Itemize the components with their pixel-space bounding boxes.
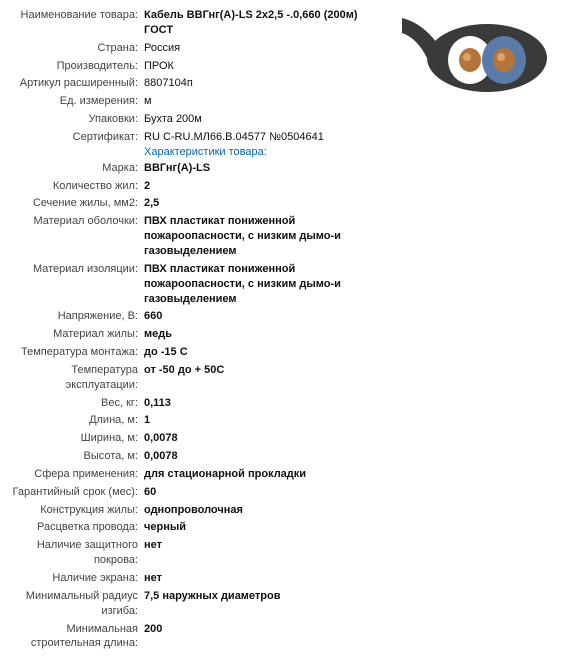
spec-label: Вес, кг: <box>8 396 144 411</box>
spec-value: ПРОК <box>144 59 388 74</box>
spec-row: Марка:ВВГнг(А)-LS <box>8 161 388 176</box>
spec-row: Температура эксплуатации:от -50 до + 50С <box>8 363 388 393</box>
spec-row: Конструкция жилы:однопроволочная <box>8 503 388 518</box>
spec-value: от -50 до + 50С <box>144 363 388 393</box>
spec-value: Кабель ВВГнг(А)-LS 2х2,5 -.0,660 (200м) … <box>144 8 388 38</box>
spec-row: Производитель:ПРОК <box>8 59 388 74</box>
spec-label: Материал оболочки: <box>8 214 144 259</box>
spec-row: Высота, м:0,0078 <box>8 449 388 464</box>
spec-row: Сечение жилы, мм2:2,5 <box>8 196 388 211</box>
spec-value: 200 <box>144 622 388 652</box>
spec-row: Ширина, м:0,0078 <box>8 431 388 446</box>
spec-label: Температура эксплуатации: <box>8 363 144 393</box>
spec-value: м <box>144 94 388 109</box>
spec-label: Минимальный радиус изгиба: <box>8 589 144 619</box>
spec-label: Наименование товара: <box>8 8 144 38</box>
spec-label: Сфера применения: <box>8 467 144 482</box>
spec-value: нет <box>144 538 388 568</box>
spec-row: Температура монтажа:до -15 С <box>8 345 388 360</box>
spec-row: Количество жил:2 <box>8 179 388 194</box>
spec-row: Гарантийный срок (мес):60 <box>8 485 388 500</box>
spec-row: Расцветка провода:черный <box>8 520 388 535</box>
spec-value: ВВГнг(А)-LS <box>144 161 388 176</box>
spec-label: Сечение жилы, мм2: <box>8 196 144 211</box>
spec-value: ПВХ пластикат пониженной пожароопасности… <box>144 214 388 259</box>
spec-label: Наличие экрана: <box>8 571 144 586</box>
spec-label: Страна: <box>8 41 144 56</box>
spec-value: 0,0078 <box>144 449 388 464</box>
spec-row: Артикул расширенный:8807104п <box>8 76 388 91</box>
spec-row: Страна:Россия <box>8 41 388 56</box>
spec-label: Количество жил: <box>8 179 144 194</box>
spec-value: 8807104п <box>144 76 388 91</box>
spec-row: Напряжение, В:660 <box>8 309 388 324</box>
spec-value: 7,5 наружных диаметров <box>144 589 388 619</box>
spec-value: медь <box>144 327 388 342</box>
specs-table: Наименование товара:Кабель ВВГнг(А)-LS 2… <box>8 8 388 651</box>
spec-label: Конструкция жилы: <box>8 503 144 518</box>
spec-value: Россия <box>144 41 388 56</box>
spec-row: Длина, м:1 <box>8 413 388 428</box>
spec-value: ПВХ пластикат пониженной пожароопасности… <box>144 262 388 307</box>
spec-row: Вес, кг:0,113 <box>8 396 388 411</box>
spec-row: Материал изоляции:ПВХ пластикат пониженн… <box>8 262 388 307</box>
spec-value: 60 <box>144 485 388 500</box>
spec-value: 1 <box>144 413 388 428</box>
spec-label: Температура монтажа: <box>8 345 144 360</box>
spec-value: однопроволочная <box>144 503 388 518</box>
spec-label: Марка: <box>8 161 144 176</box>
spec-label: Упаковки: <box>8 112 144 127</box>
spec-value: 660 <box>144 309 388 324</box>
spec-value: 2 <box>144 179 388 194</box>
product-image <box>402 8 552 128</box>
spec-label: Производитель: <box>8 59 144 74</box>
spec-value: нет <box>144 571 388 586</box>
spec-row: Упаковки:Бухта 200м <box>8 112 388 127</box>
spec-label: Высота, м: <box>8 449 144 464</box>
spec-label: Наличие защитного покрова: <box>8 538 144 568</box>
spec-label: Длина, м: <box>8 413 144 428</box>
spec-label: Ширина, м: <box>8 431 144 446</box>
characteristics-link[interactable]: Характеристики товара: <box>144 146 388 158</box>
spec-label: Сертификат: <box>8 130 144 145</box>
spec-label: Артикул расширенный: <box>8 76 144 91</box>
spec-label: Материал жилы: <box>8 327 144 342</box>
spec-value: 0,113 <box>144 396 388 411</box>
spec-row: Ед. измерения:м <box>8 94 388 109</box>
spec-value: 0,0078 <box>144 431 388 446</box>
spec-label: Расцветка провода: <box>8 520 144 535</box>
spec-label: Ед. измерения: <box>8 94 144 109</box>
spec-value: черный <box>144 520 388 535</box>
spec-label: Материал изоляции: <box>8 262 144 307</box>
spec-value: 2,5 <box>144 196 388 211</box>
spec-row: Наличие экрана:нет <box>8 571 388 586</box>
spec-value: RU C-RU.МЛ66.В.04577 №0504641 <box>144 130 388 145</box>
spec-row: Минимальная строительная длина:200 <box>8 622 388 652</box>
spec-row: Материал оболочки:ПВХ пластикат пониженн… <box>8 214 388 259</box>
spec-value: до -15 С <box>144 345 388 360</box>
spec-row: Минимальный радиус изгиба:7,5 наружных д… <box>8 589 388 619</box>
spec-label: Минимальная строительная длина: <box>8 622 144 652</box>
spec-value: Бухта 200м <box>144 112 388 127</box>
spec-row: Наличие защитного покрова:нет <box>8 538 388 568</box>
spec-label: Гарантийный срок (мес): <box>8 485 144 500</box>
spec-value: для стационарной прокладки <box>144 467 388 482</box>
spec-row: Наименование товара:Кабель ВВГнг(А)-LS 2… <box>8 8 388 38</box>
spec-row: Сфера применения:для стационарной прокла… <box>8 467 388 482</box>
spec-label: Напряжение, В: <box>8 309 144 324</box>
spec-row: Материал жилы:медь <box>8 327 388 342</box>
spec-row: Сертификат:RU C-RU.МЛ66.В.04577 №0504641 <box>8 130 388 145</box>
